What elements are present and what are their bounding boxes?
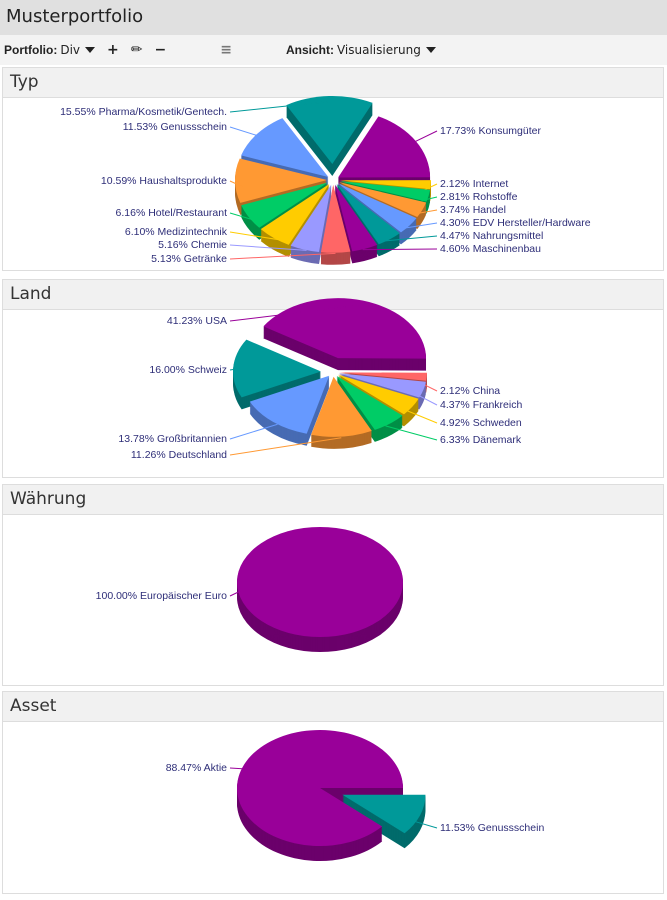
slice-label: 6.10% Medizintechnik [124, 226, 227, 238]
slice-label: 4.47% Nahrungsmittel [440, 230, 544, 242]
slice-label: 6.33% Dänemark [440, 434, 522, 446]
slice-label: 11.53% Genussschein [122, 121, 227, 133]
slice-label: 13.78% Großbritannien [118, 433, 227, 445]
slice-label: 2.12% China [440, 385, 501, 397]
toolbar: Portfolio: Div + ✏ − ≡ Ansicht: Visualis… [0, 35, 667, 65]
panel-asset: Asset [2, 691, 664, 894]
panel-title: Währung [3, 485, 663, 515]
panel-land: Land [2, 279, 664, 478]
pencil-icon[interactable]: ✏ [130, 42, 143, 58]
slice-label: 88.47% Aktie [165, 762, 227, 774]
panel-typ: Typ [2, 67, 664, 271]
slice-label: 41.23% USA [166, 315, 227, 327]
slice-label: 11.53% Genussschein [440, 822, 545, 834]
add-list-icon[interactable]: ≡ [220, 42, 232, 58]
slice-label: 4.30% EDV Hersteller/Hardware [440, 217, 591, 229]
slice-label: 3.74% Handel [440, 204, 506, 216]
slice-label: 15.55% Pharma/Kosmetik/Gentech. [60, 106, 227, 118]
slice-label: 2.81% Rohstoffe [440, 191, 518, 203]
slice-label: 5.16% Chemie [158, 239, 227, 251]
view-value: Visualisierung [336, 43, 421, 57]
chevron-down-icon [425, 47, 436, 53]
slice-label: 10.59% Haushaltsprodukte [100, 175, 227, 187]
minus-icon[interactable]: − [154, 42, 167, 58]
panel-waehrung: Währung [2, 484, 664, 686]
page-title: Musterportfolio [0, 0, 667, 35]
slice-label: 4.37% Frankreich [440, 399, 523, 411]
slice-label: 100.00% Europäischer Euro [95, 590, 227, 602]
slice-label: 5.13% Getränke [151, 253, 227, 265]
view-select[interactable]: Ansicht: Visualisierung [286, 43, 442, 57]
chevron-down-icon [85, 47, 96, 53]
portfolio-label: Portfolio: [4, 43, 58, 57]
panel-title: Asset [3, 692, 663, 722]
portfolio-select[interactable]: Portfolio: Div [4, 43, 101, 57]
slice-label: 6.16% Hotel/Restaurant [115, 207, 227, 219]
slice-label: 11.26% Deutschland [130, 449, 227, 461]
view-label: Ansicht: [285, 43, 334, 57]
slice-label: 4.60% Maschinenbau [440, 243, 541, 255]
portfolio-value: Div [60, 43, 81, 57]
slice-label: 17.73% Konsumgüter [440, 125, 541, 137]
panel-title: Land [3, 280, 663, 310]
slice-label: 16.00% Schweiz [149, 364, 227, 376]
panel-title: Typ [3, 68, 663, 98]
add-icon[interactable]: + [107, 42, 119, 58]
slice-label: 4.92% Schweden [440, 417, 522, 429]
slice-label: 2.12% Internet [440, 178, 509, 190]
